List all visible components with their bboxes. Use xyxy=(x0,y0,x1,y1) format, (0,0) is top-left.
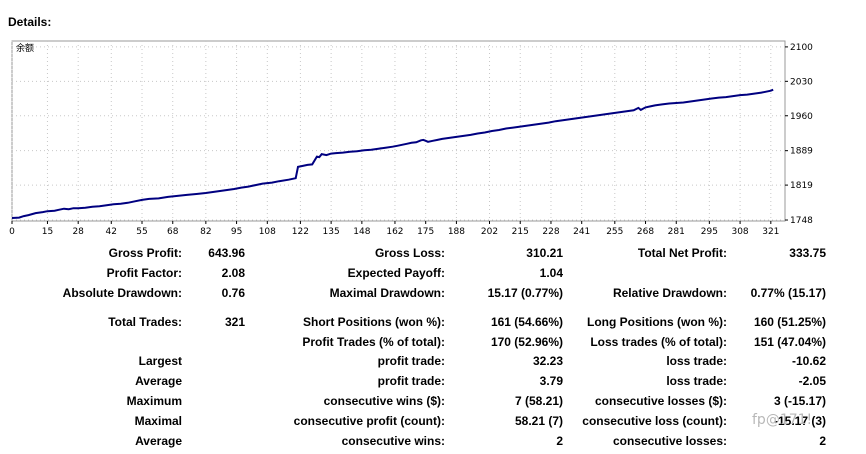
y-tick-label: 1889 xyxy=(790,147,813,157)
gross-loss-label: Gross Loss: xyxy=(374,246,445,260)
x-tick-label: 268 xyxy=(637,227,654,236)
maximal-consec-profit-value: 58.21 (7) xyxy=(514,414,563,428)
maximal-drawdown-value: 15.17 (0.77%) xyxy=(487,286,563,300)
x-tick-label: 295 xyxy=(701,227,718,236)
x-tick-label: 241 xyxy=(573,227,590,236)
x-tick-label: 175 xyxy=(417,227,434,236)
absolute-drawdown-value: 0.76 xyxy=(221,286,245,300)
details-title: Details: xyxy=(8,15,52,29)
gross-loss-value: 310.21 xyxy=(526,246,563,260)
largest-loss-value: -10.62 xyxy=(791,354,826,368)
short-positions-label: Short Positions (won %): xyxy=(303,315,445,329)
long-positions-value: 160 (51.25%) xyxy=(753,315,826,329)
x-tick-label: 135 xyxy=(323,227,340,236)
total-trades-value: 321 xyxy=(224,315,245,329)
average-profit-value: 3.79 xyxy=(539,374,563,388)
avg-consec-losses-label: consecutive losses: xyxy=(612,434,727,448)
average-profit-label: profit trade: xyxy=(377,374,445,388)
relative-drawdown-label: Relative Drawdown: xyxy=(612,286,727,300)
average-loss-label: loss trade: xyxy=(666,374,727,388)
x-tick-label: 15 xyxy=(42,227,53,236)
y-tick-label: 1819 xyxy=(790,181,813,191)
loss-trades-label: Loss trades (% of total): xyxy=(590,335,727,349)
x-tick-label: 68 xyxy=(167,227,179,236)
total-net-profit-label: Total Net Profit: xyxy=(637,246,727,260)
x-tick-label: 122 xyxy=(292,227,309,236)
x-tick-label: 202 xyxy=(481,227,498,236)
maximal-consec-profit-label: consecutive profit (count): xyxy=(293,414,445,428)
max-consec-losses-value: 3 (-15.17) xyxy=(773,394,826,408)
y-tick-label: 2100 xyxy=(790,43,813,53)
avg-consec-wins-label: consecutive wins: xyxy=(341,434,445,448)
largest-profit-label: profit trade: xyxy=(377,354,445,368)
short-positions-value: 161 (54.66%) xyxy=(490,315,563,329)
x-tick-label: 215 xyxy=(512,227,529,236)
profit-trades-value: 170 (52.96%) xyxy=(490,335,563,349)
x-tick-label: 95 xyxy=(231,227,242,236)
maximal-consec-loss-label: consecutive loss (count): xyxy=(582,414,727,428)
y-tick-label: 1748 xyxy=(790,216,813,226)
x-tick-label: 188 xyxy=(448,227,465,236)
average2-label: Average xyxy=(135,434,182,448)
x-tick-label: 28 xyxy=(72,227,84,236)
long-positions-label: Long Positions (won %): xyxy=(587,315,727,329)
avg-consec-wins-value: 2 xyxy=(556,434,563,448)
x-tick-label: 255 xyxy=(606,227,623,236)
x-tick-label: 308 xyxy=(731,227,748,236)
largest-profit-value: 32.23 xyxy=(532,354,563,368)
balance-series-line xyxy=(11,88,774,219)
average-label: Average xyxy=(135,374,182,388)
x-tick-label: 321 xyxy=(762,227,779,236)
max-consec-wins-label: consecutive wins ($): xyxy=(323,394,445,408)
x-tick-label: 0 xyxy=(9,227,15,236)
absolute-drawdown-label: Absolute Drawdown: xyxy=(62,286,182,300)
x-tick-label: 82 xyxy=(200,227,211,236)
max-consec-wins-value: 7 (58.21) xyxy=(514,394,563,408)
balance-chart: 0 15 28 42 55 68 82 95 108 122 135 148 162 175 188 202 2… xyxy=(9,40,813,236)
x-tick-label: 162 xyxy=(386,227,403,236)
largest-label: Largest xyxy=(138,354,182,368)
gross-profit-value: 643.96 xyxy=(208,246,245,260)
watermark: fp@171! xyxy=(752,412,813,428)
x-tick-label: 148 xyxy=(353,227,370,236)
y-tick-label: 1960 xyxy=(790,112,813,122)
maximum-label: Maximum xyxy=(126,394,182,408)
largest-loss-label: loss trade: xyxy=(666,354,727,368)
relative-drawdown-value: 0.77% (15.17) xyxy=(750,286,826,300)
expected-payoff-value: 1.04 xyxy=(539,266,563,280)
x-tick-label: 42 xyxy=(106,227,117,236)
x-tick-label: 108 xyxy=(259,227,276,236)
chart-grid xyxy=(11,41,785,221)
max-consec-losses-label: consecutive losses ($): xyxy=(594,394,727,408)
chart-title: 余额 xyxy=(16,42,34,53)
profit-trades-label: Profit Trades (% of total): xyxy=(302,335,445,349)
total-trades-label: Total Trades: xyxy=(108,315,182,329)
profit-factor-value: 2.08 xyxy=(221,266,245,280)
profit-factor-label: Profit Factor: xyxy=(106,266,182,280)
maximal-consec-loss-value: -15.17 (3) xyxy=(773,414,826,428)
chart-plot-area xyxy=(11,40,786,222)
loss-trades-value: 151 (47.04%) xyxy=(753,335,826,349)
x-tick-label: 55 xyxy=(136,227,147,236)
gross-profit-label: Gross Profit: xyxy=(108,246,182,260)
total-net-profit-value: 333.75 xyxy=(789,246,826,260)
x-tick-label: 281 xyxy=(668,227,685,236)
maximal-drawdown-label: Maximal Drawdown: xyxy=(329,286,445,300)
average-loss-value: -2.05 xyxy=(798,374,826,388)
x-tick-label: 228 xyxy=(542,227,559,236)
maximal-label: Maximal xyxy=(134,414,182,428)
chart-axes: 0 15 28 42 55 68 82 95 108 122 135 148 162 175 188 202 2… xyxy=(9,43,813,236)
expected-payoff-label: Expected Payoff: xyxy=(347,266,445,280)
y-tick-label: 2030 xyxy=(790,77,813,87)
avg-consec-losses-value: 2 xyxy=(819,434,826,448)
